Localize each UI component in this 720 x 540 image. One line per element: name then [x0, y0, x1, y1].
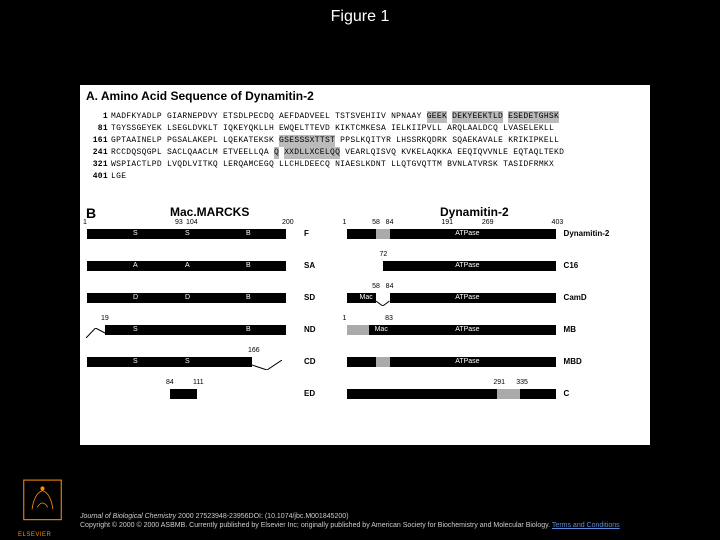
figure-title: Figure 1 [0, 0, 720, 26]
journal-name: Journal of Biological Chemistry [80, 513, 176, 520]
citation-text: 2000 27523948-23956DOI: (10.1074/jbc.M00… [176, 513, 348, 520]
diagram-area: 193104200SSBF15884191269403ATPaseDynamit… [86, 223, 644, 415]
elsevier-text: ELSEVIER [18, 532, 51, 538]
panel-a-title: A. Amino Acid Sequence of Dynamitin-2 [86, 89, 314, 103]
sequence-block: 1MADFKYADLPGIARNEPDVYETSDLPECDQAEFDADVEE… [86, 111, 569, 183]
terms-link[interactable]: Terms and Conditions [552, 522, 620, 529]
footer-citation: Journal of Biological Chemistry 2000 275… [80, 512, 640, 530]
elsevier-logo [20, 478, 65, 528]
copyright-text: Copyright © 2000 © 2000 ASBMB. Currently… [80, 522, 550, 529]
right-col-title: Dynamitin-2 [440, 205, 509, 219]
figure-panel: A. Amino Acid Sequence of Dynamitin-2 1M… [80, 85, 650, 445]
panel-b-label: B [86, 205, 96, 221]
left-col-title: Mac.MARCKS [170, 205, 249, 219]
